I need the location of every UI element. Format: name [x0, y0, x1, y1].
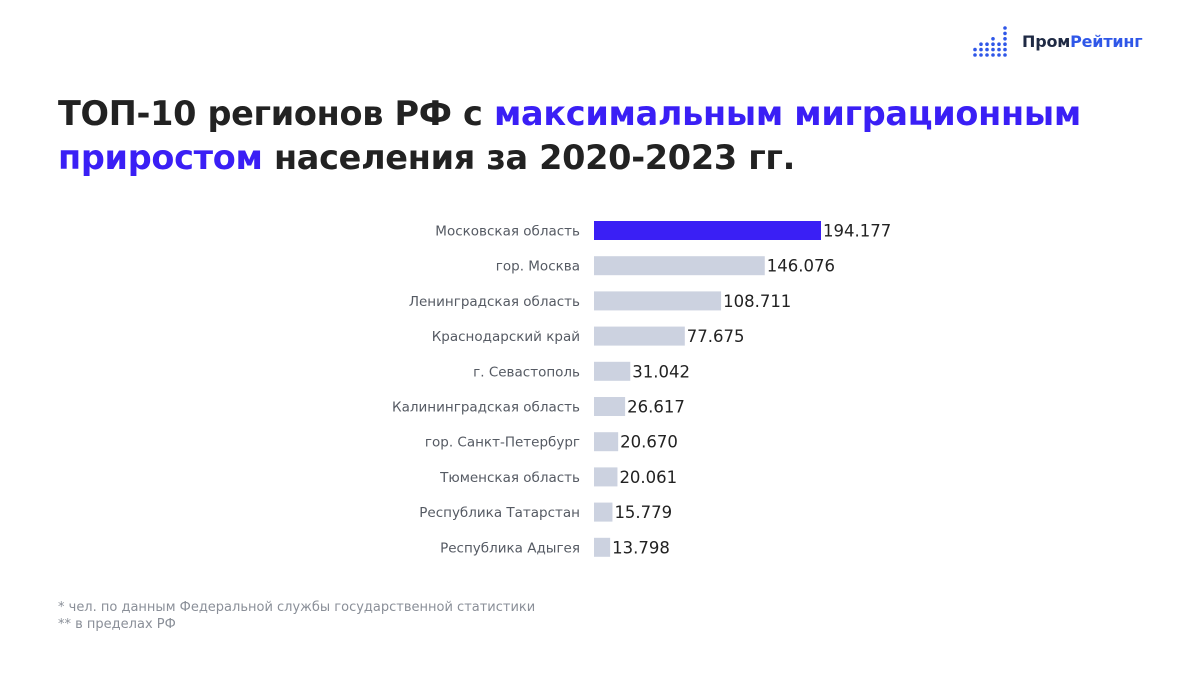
logo-dot	[1003, 42, 1007, 46]
logo-dot	[1003, 26, 1007, 30]
logo-dot	[1003, 31, 1007, 36]
brand-name-part2: Рейтинг	[1070, 31, 1143, 51]
value-label: 108.711	[723, 292, 791, 311]
value-label: 13.798	[612, 538, 670, 557]
logo-dot	[979, 53, 983, 57]
logo-dot	[1003, 53, 1007, 57]
logo-dot	[985, 47, 989, 52]
bar	[594, 221, 821, 240]
bar	[594, 537, 611, 557]
bar	[594, 502, 613, 522]
value-label: 20.670	[620, 433, 678, 452]
category-label: Республика Татарстан	[419, 505, 580, 521]
category-label: гор. Санкт-Петербург	[425, 435, 580, 451]
value-label: 20.061	[619, 468, 677, 487]
footnote-source: * чел. по данным Федеральной службы госу…	[58, 600, 536, 615]
logo-dot	[1003, 47, 1007, 52]
category-label: гор. Москва	[496, 259, 580, 275]
footnote-scope: ** в пределах РФ	[58, 617, 176, 632]
logo-dot	[997, 42, 1001, 46]
logo-dot	[997, 47, 1001, 52]
logo-dot	[985, 42, 989, 46]
category-label: Тюменская область	[439, 470, 580, 486]
category-label: Республика Адыгея	[440, 540, 580, 556]
category-label: Московская область	[435, 224, 580, 240]
logo-dot	[991, 53, 995, 57]
brand-name: ПромРейтинг	[1022, 31, 1143, 51]
value-label: 194.177	[823, 222, 891, 241]
logo-dot	[973, 53, 977, 57]
logo-dot	[985, 53, 989, 57]
footnotes: * чел. по данным Федеральной службы госу…	[58, 599, 535, 633]
bar	[594, 432, 619, 452]
value-label: 77.675	[687, 327, 745, 346]
logo-dot	[979, 47, 983, 52]
chart-title: ТОП-10 регионов РФ с максимальным миграц…	[58, 92, 1158, 180]
bar	[594, 326, 685, 346]
category-label: г. Севастополь	[473, 364, 580, 380]
category-label: Калининградская область	[392, 400, 580, 416]
logo-dot	[997, 53, 1001, 57]
chart-title-part1: ТОП-10 регионов РФ с	[58, 94, 494, 133]
logo-dot	[973, 47, 977, 52]
logo-dot	[991, 47, 995, 52]
bar	[594, 467, 618, 487]
value-label: 26.617	[627, 398, 685, 417]
bar	[594, 291, 722, 311]
bar	[594, 361, 631, 381]
brand-logo[interactable]: ПромРейтинг	[972, 24, 1143, 58]
logo-dot	[991, 42, 995, 46]
value-label: 15.779	[614, 503, 672, 522]
category-label: Краснодарский край	[432, 329, 580, 345]
logo-dot	[979, 42, 983, 46]
logo-dot	[991, 37, 995, 41]
chart-title-accent: максимальным миграционным приростом	[58, 94, 1081, 177]
bar	[594, 397, 626, 416]
chart-title-part2: населения за 2020-2023 гг.	[262, 138, 796, 177]
bar	[594, 256, 765, 276]
bar-dots-logo-icon	[973, 26, 1007, 57]
brand-name-part1: Пром	[1022, 31, 1071, 51]
value-label: 31.042	[632, 362, 690, 381]
category-label: Ленинградская область	[409, 294, 580, 310]
logo-dot	[1003, 37, 1007, 41]
value-label: 146.076	[767, 257, 835, 276]
